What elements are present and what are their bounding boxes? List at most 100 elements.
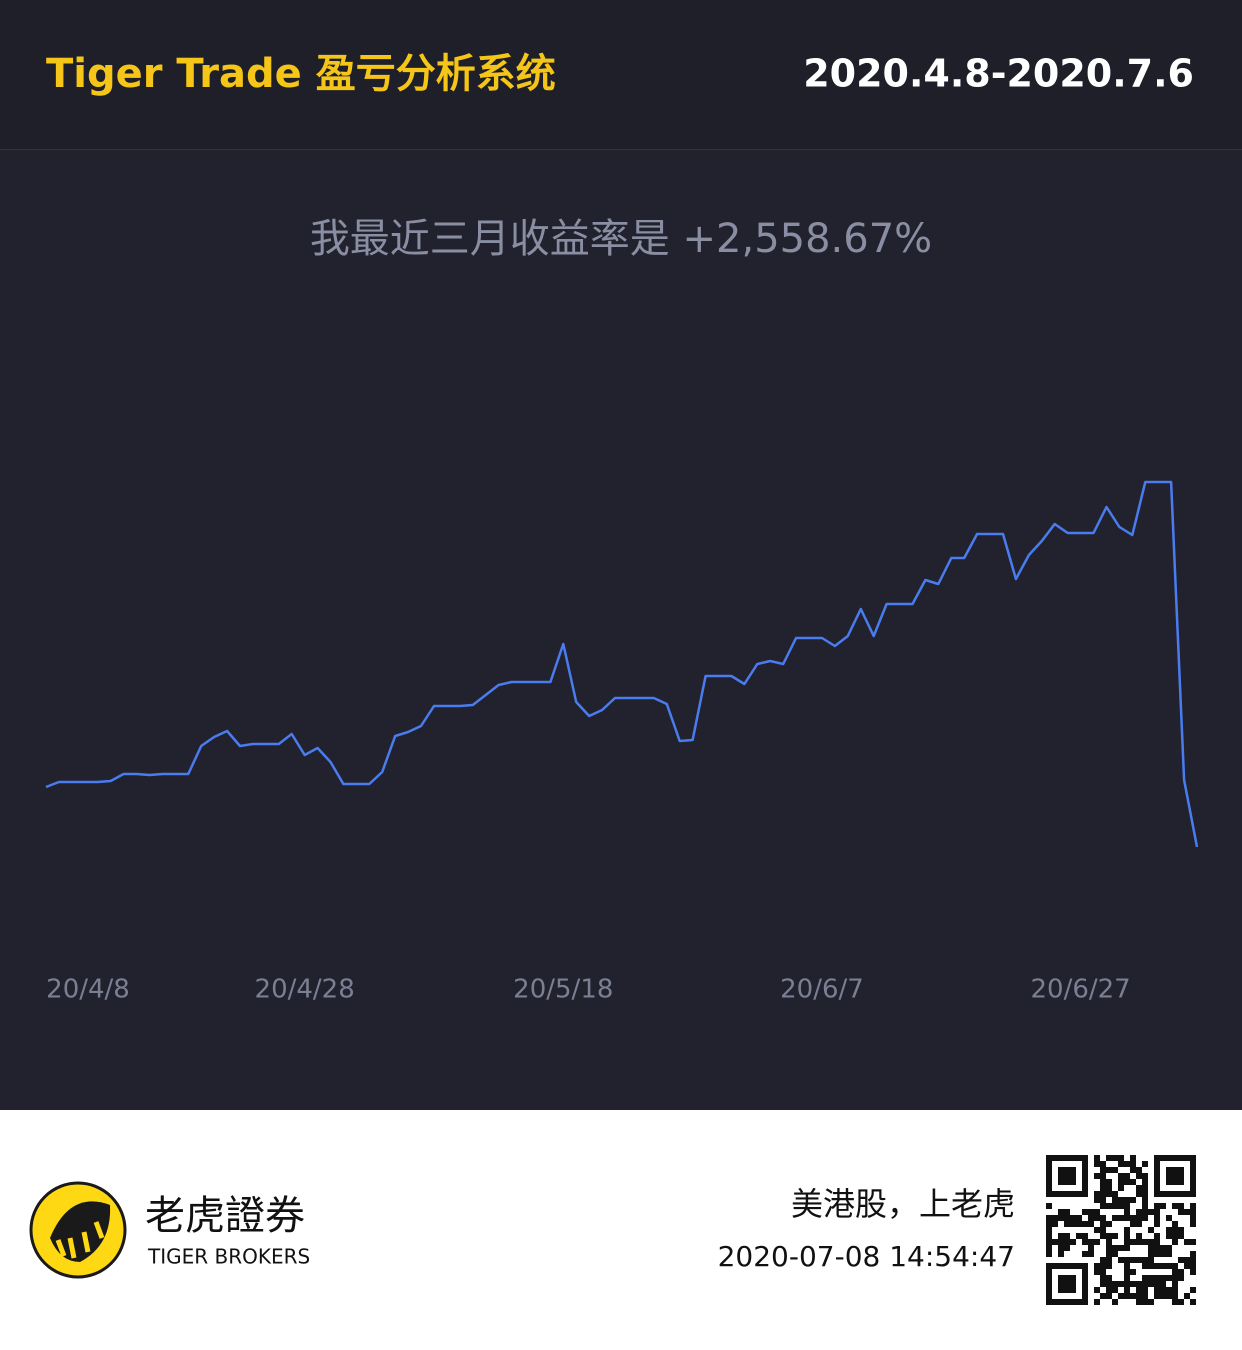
qr-module [1124, 1281, 1130, 1287]
qr-module [1112, 1191, 1118, 1197]
qr-module [1064, 1221, 1070, 1227]
qr-module [1046, 1245, 1052, 1251]
qr-module [1106, 1245, 1112, 1251]
qr-module [1136, 1257, 1142, 1263]
qr-module [1106, 1257, 1112, 1263]
qr-module [1106, 1185, 1112, 1191]
qr-module [1076, 1233, 1082, 1239]
qr-module [1082, 1233, 1088, 1239]
qr-module [1178, 1269, 1184, 1275]
qr-module [1100, 1215, 1106, 1221]
qr-module [1112, 1197, 1118, 1203]
qr-module [1172, 1281, 1178, 1287]
qr-module [1148, 1251, 1154, 1257]
qr-module [1124, 1269, 1130, 1275]
qr-module [1148, 1209, 1154, 1215]
qr-module [1082, 1239, 1088, 1245]
qr-module [1172, 1263, 1178, 1269]
qr-module [1166, 1215, 1172, 1221]
qr-module [1094, 1209, 1100, 1215]
qr-module [1058, 1233, 1064, 1239]
date-range: 2020.4.8-2020.7.6 [803, 52, 1194, 96]
qr-module [1112, 1215, 1118, 1221]
qr-module [1124, 1209, 1130, 1215]
qr-module [1112, 1245, 1118, 1251]
qr-module [1178, 1275, 1184, 1281]
qr-module [1136, 1233, 1142, 1239]
qr-module [1070, 1221, 1076, 1227]
qr-module [1118, 1293, 1124, 1299]
qr-module [1190, 1221, 1196, 1227]
qr-module [1118, 1197, 1124, 1203]
qr-module [1112, 1203, 1118, 1209]
app-title: Tiger Trade 盈亏分析系统 [46, 51, 556, 97]
qr-module [1124, 1275, 1130, 1281]
qr-module [1142, 1215, 1148, 1221]
qr-module [1130, 1239, 1136, 1245]
qr-module [1142, 1299, 1148, 1305]
qr-module [1046, 1215, 1052, 1221]
qr-module [1184, 1257, 1190, 1263]
qr-module [1148, 1281, 1154, 1287]
qr-module [1124, 1161, 1130, 1167]
qr-module [1190, 1251, 1196, 1257]
qr-module [1142, 1179, 1148, 1185]
data-line [45, 480, 1199, 848]
x-tick-label: 20/6/27 [1030, 975, 1130, 1005]
qr-module [1136, 1215, 1142, 1221]
qr-module [1190, 1287, 1196, 1293]
qr-module [1142, 1293, 1148, 1299]
qr-module [1148, 1245, 1154, 1251]
qr-module [1130, 1155, 1136, 1161]
qr-module [1118, 1185, 1124, 1191]
qr-module [1130, 1269, 1136, 1275]
qr-module [1118, 1245, 1124, 1251]
qr-module [1100, 1167, 1106, 1173]
qr-module [1160, 1287, 1166, 1293]
qr-module [1148, 1263, 1154, 1269]
qr-module [1094, 1215, 1100, 1221]
qr-module [1154, 1251, 1160, 1257]
qr-module [1154, 1203, 1160, 1209]
qr-code [1046, 1155, 1196, 1305]
qr-module [1184, 1209, 1190, 1215]
qr-module [1106, 1221, 1112, 1227]
logo-tiger [50, 1201, 111, 1262]
qr-module [1142, 1173, 1148, 1179]
qr-module [1160, 1275, 1166, 1281]
qr-module [1154, 1245, 1160, 1251]
qr-module [1142, 1197, 1148, 1203]
qr-module [1142, 1263, 1148, 1269]
qr-module [1166, 1293, 1172, 1299]
qr-module [1100, 1185, 1106, 1191]
qr-module [1124, 1173, 1130, 1179]
qr-module [1124, 1215, 1130, 1221]
qr-module [1124, 1179, 1130, 1185]
qr-module [1190, 1215, 1196, 1221]
qr-module [1064, 1215, 1070, 1221]
x-tick-label: 20/6/7 [780, 975, 864, 1005]
qr-module [1100, 1173, 1106, 1179]
qr-module [1076, 1215, 1082, 1221]
qr-module [1136, 1167, 1142, 1173]
qr-module [1106, 1155, 1112, 1161]
qr-module [1106, 1191, 1112, 1197]
qr-module [1172, 1287, 1178, 1293]
qr-module [1142, 1257, 1148, 1263]
qr-module [1046, 1227, 1052, 1233]
qr-module [1130, 1161, 1136, 1167]
qr-module [1124, 1245, 1130, 1251]
qr-module [1082, 1251, 1088, 1257]
qr-module [1106, 1275, 1112, 1281]
qr-module [1130, 1197, 1136, 1203]
qr-module [1178, 1203, 1184, 1209]
qr-module [1178, 1209, 1184, 1215]
qr-module [1088, 1215, 1094, 1221]
qr-module [1154, 1215, 1160, 1221]
qr-module [1124, 1203, 1130, 1209]
qr-module [1100, 1191, 1106, 1197]
qr-module [1076, 1221, 1082, 1227]
qr-module [1124, 1233, 1130, 1239]
qr-module [1112, 1299, 1118, 1305]
